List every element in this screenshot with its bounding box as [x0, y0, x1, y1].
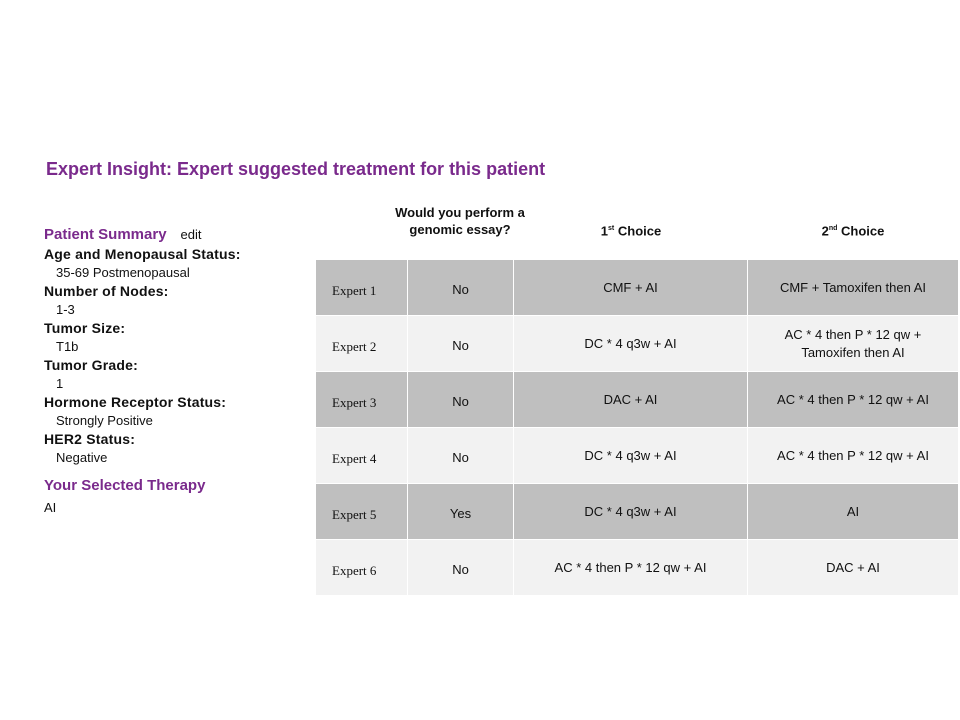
edit-link[interactable]: edit [180, 227, 202, 242]
field-label: HER2 Status: [44, 431, 136, 447]
header-second-rest: Choice [837, 223, 885, 239]
page-title: Expert Insight: Expert suggested treatme… [46, 159, 546, 179]
expert-cell: Expert 4 [316, 428, 408, 483]
expert-table: Would you perform a genomic essay? 1st C… [316, 204, 958, 596]
field-age: Age and Menopausal Status: 35-69 Postmen… [44, 246, 304, 280]
field-value: Negative [56, 450, 108, 465]
patient-summary-panel: Patient Summary edit Age and Menopausal S… [44, 226, 304, 515]
field-her2: HER2 Status: Negative [44, 431, 304, 465]
first-choice-cell: DC * 4 q3w + AI [514, 316, 748, 371]
field-value: Strongly Positive [56, 413, 153, 428]
second-choice-line1: DAC + AI [826, 559, 880, 575]
table-row: Expert 3 No DAC + AI AC * 4 then P * 12 … [316, 372, 958, 428]
patient-summary-heading: Patient Summary edit [44, 226, 304, 243]
second-choice-cell: CMF + Tamoxifen then AI [748, 260, 958, 315]
table-row: Expert 1 No CMF + AI CMF + Tamoxifen the… [316, 260, 958, 316]
first-choice-cell: DC * 4 q3w + AI [514, 428, 748, 483]
field-value: 1 [56, 376, 64, 391]
second-choice-line2: Tamoxifen then AI [801, 344, 905, 360]
table-row: Expert 6 No AC * 4 then P * 12 qw + AI D… [316, 540, 958, 596]
expert-cell: Expert 6 [316, 540, 408, 595]
expert-cell: Expert 3 [316, 372, 408, 427]
field-label: Tumor Size: [44, 320, 126, 336]
first-choice-cell: DC * 4 q3w + AI [514, 484, 748, 539]
field-label: Hormone Receptor Status: [44, 394, 227, 410]
genomic-cell: No [408, 428, 514, 483]
genomic-cell: No [408, 260, 514, 315]
first-choice-cell: DAC + AI [514, 372, 748, 427]
table-row: Expert 2 No DC * 4 q3w + AI AC * 4 then … [316, 316, 958, 372]
header-first-sup: st [608, 225, 615, 232]
header-genomic-line1: Would you perform a [395, 205, 525, 220]
header-genomic-line2: genomic essay? [409, 222, 511, 237]
header-second-sup: nd [828, 225, 838, 232]
patient-summary-title: Patient Summary [44, 226, 167, 243]
second-choice-line1: CMF + Tamoxifen then AI [779, 279, 927, 295]
header-first-rest: Choice [614, 223, 662, 239]
table-row: Expert 5 Yes DC * 4 q3w + AI AI [316, 484, 958, 540]
table-header: Would you perform a genomic essay? 1st C… [316, 204, 958, 260]
expert-cell: Expert 5 [316, 484, 408, 539]
field-tumor-size: Tumor Size: T1b [44, 320, 304, 354]
field-label: Tumor Grade: [44, 357, 138, 373]
genomic-cell: No [408, 372, 514, 427]
header-second-num: 2 [821, 223, 829, 239]
second-choice-cell: DAC + AI [748, 540, 958, 595]
field-nodes: Number of Nodes: 1-3 [44, 283, 304, 317]
field-value: 1-3 [56, 302, 75, 317]
field-tumor-grade: Tumor Grade: 1 [44, 357, 304, 391]
table-row: Expert 4 No DC * 4 q3w + AI AC * 4 then … [316, 428, 958, 484]
first-choice-cell: CMF + AI [514, 260, 748, 315]
field-value: 35-69 Postmenopausal [56, 265, 190, 280]
genomic-cell: Yes [408, 484, 514, 539]
genomic-cell: No [408, 316, 514, 371]
field-value: T1b [56, 339, 79, 354]
second-choice-line1: AC * 4 then P * 12 qw + AI [777, 391, 929, 407]
field-label: Age and Menopausal Status: [44, 246, 241, 262]
header-first-choice: 1st Choice [514, 220, 748, 239]
first-choice-cell: AC * 4 then P * 12 qw + AI [514, 540, 748, 595]
second-choice-line1: AC * 4 then P * 12 qw + AI [777, 447, 929, 463]
selected-therapy-heading: Your Selected Therapy [44, 477, 206, 494]
selected-therapy-value: AI [44, 500, 57, 515]
header-first-num: 1 [600, 223, 609, 239]
genomic-cell: No [408, 540, 514, 595]
second-choice-cell: AI [748, 484, 958, 539]
header-second-choice: 2nd Choice [748, 220, 958, 239]
field-hormone-receptor: Hormone Receptor Status: Strongly Positi… [44, 394, 304, 428]
field-label: Number of Nodes: [44, 283, 169, 299]
expert-cell: Expert 2 [316, 316, 408, 371]
expert-cell: Expert 1 [316, 260, 408, 315]
second-choice-cell: AC * 4 then P * 12 qw + AI [748, 428, 958, 483]
second-choice-line1: AI [846, 503, 860, 519]
header-genomic: Would you perform a genomic essay? [392, 204, 528, 238]
second-choice-cell: AC * 4 then P * 12 qw + Tamoxifen then AI [748, 316, 958, 371]
second-choice-cell: AC * 4 then P * 12 qw + AI [748, 372, 958, 427]
second-choice-line1: AC * 4 then P * 12 qw + [784, 326, 922, 342]
